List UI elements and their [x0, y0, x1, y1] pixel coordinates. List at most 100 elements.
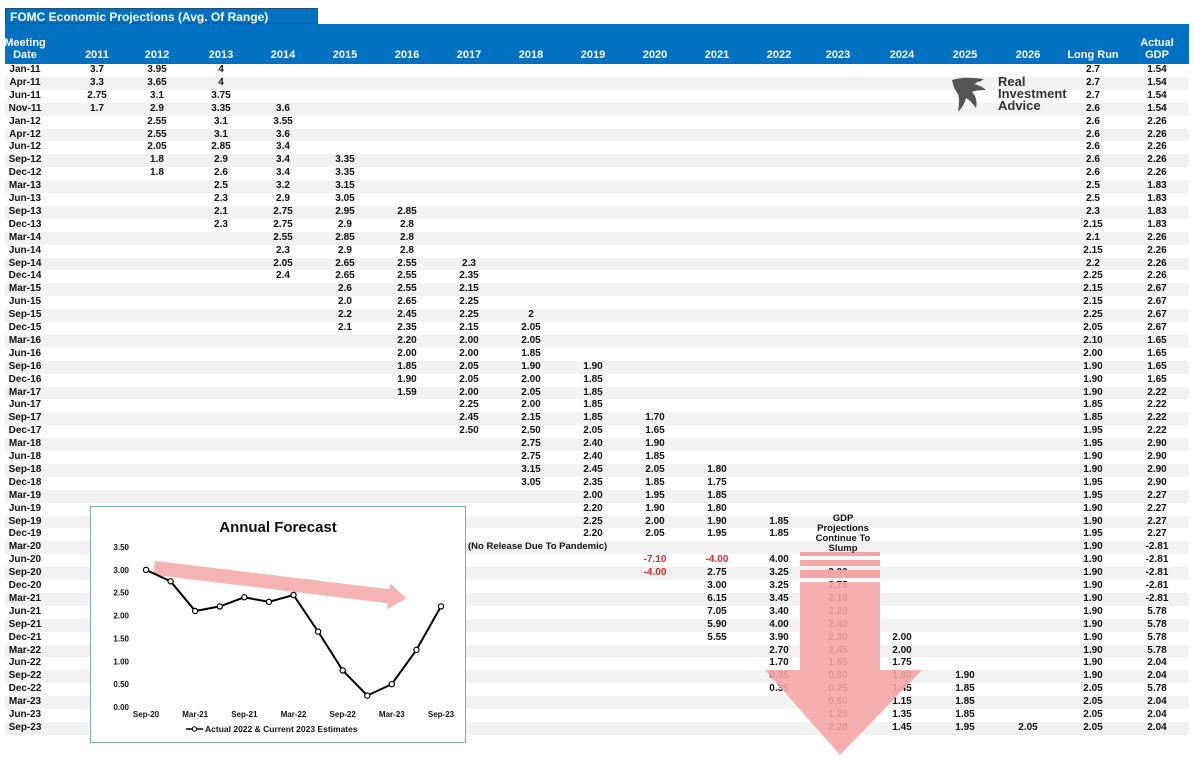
value-cell: 3.35 [211, 102, 231, 114]
x-tick-label: Mar-23 [379, 710, 405, 719]
value-cell: 2 [528, 309, 534, 321]
value-cell: 1.65 [1147, 360, 1167, 372]
value-cell: 2.00 [645, 515, 665, 527]
value-cell: 2.00 [583, 489, 603, 501]
value-cell: 1.85 [955, 683, 975, 695]
meeting-date-cell: Dec-15 [8, 322, 42, 333]
data-point [142, 566, 150, 574]
value-cell: 3.4 [276, 154, 290, 166]
value-cell: 2.9 [214, 154, 228, 166]
value-cell: 4 [218, 64, 224, 75]
data-point [437, 603, 445, 610]
table-row: Jun-16 2.00 2.00 1.85 2.00 1.65 [5, 348, 1189, 361]
value-cell: 2.15 [1083, 244, 1103, 256]
value-cell: 2.05 [521, 322, 541, 333]
value-cell: 3.6 [276, 128, 290, 140]
table-row: Sep-16 1.85 2.05 1.90 1.90 1.90 1.65 [5, 360, 1189, 374]
value-cell: 2.05 [1083, 721, 1103, 733]
value-cell: 1.95 [1083, 528, 1103, 540]
meeting-date-cell: Sep-14 [8, 257, 42, 269]
value-cell: 1.95 [707, 528, 727, 540]
value-cell: 2.75 [273, 218, 293, 230]
table-row: Sep-18 3.15 2.45 2.05 1.80 1.90 2.90 [5, 463, 1189, 477]
value-cell: 2.90 [1147, 438, 1167, 450]
value-cell: 1.85 [397, 360, 417, 372]
value-cell: 2.22 [1147, 386, 1167, 398]
brand-line: Real [998, 74, 1026, 89]
value-cell: 2.3 [462, 257, 476, 269]
value-cell: 2.05 [521, 334, 541, 346]
column-header: Actual GDP [1127, 37, 1187, 61]
meeting-date-cell: Apr-11 [9, 76, 41, 88]
value-cell: 1.90 [1083, 618, 1103, 630]
value-cell: 2.05 [583, 425, 603, 437]
value-cell: 2.05 [459, 360, 479, 372]
data-point [413, 646, 420, 654]
value-cell: 2.22 [1147, 412, 1167, 424]
value-cell: 3.90 [769, 631, 789, 643]
value-cell: 2.85 [335, 231, 355, 243]
table-row: Mar-13 2.5 3.2 3.15 2.5 1.83 [5, 180, 1189, 193]
value-cell: 1.65 [1147, 347, 1167, 359]
value-cell: 2.26 [1147, 167, 1167, 179]
value-cell: 3.25 [769, 567, 789, 579]
value-cell: 5.55 [707, 631, 727, 643]
value-cell: 1.90 [1083, 580, 1103, 591]
value-cell: 2.05 [645, 528, 665, 540]
table-row: Jun-19 2.20 1.90 1.80 1.90 2.27 [5, 503, 1189, 516]
value-cell: 2.04 [1147, 696, 1167, 708]
x-tick-label: Sep-22 [330, 710, 357, 719]
value-cell: 3.35 [335, 167, 355, 179]
header-line: Date [13, 49, 37, 61]
table-row: Dec-14 2.4 2.65 2.55 2.35 2.25 2.26 [5, 270, 1189, 283]
x-tick-label: Sep-20 [133, 710, 160, 719]
meeting-date-cell: Mar-23 [8, 696, 42, 708]
value-cell: 1.83 [1147, 180, 1167, 192]
value-cell: 2.65 [397, 296, 417, 308]
legend-marker [191, 726, 198, 732]
note-line: Projections [817, 523, 869, 534]
value-cell: 2.00 [397, 347, 417, 359]
column-header: 2015 [332, 49, 358, 61]
value-cell: 1.95 [1083, 489, 1103, 501]
value-cell: 2.67 [1147, 296, 1167, 308]
y-tick-label: 1.50 [113, 634, 129, 643]
value-cell: 2.95 [335, 205, 355, 217]
table-row: Mar-18 2.75 2.40 1.90 1.95 2.90 [5, 438, 1189, 451]
meeting-date-cell: Dec-18 [8, 476, 42, 488]
meeting-date-cell: Mar-22 [8, 644, 42, 656]
value-cell: 1.90 [397, 373, 417, 385]
value-cell: 2.1 [338, 322, 352, 333]
value-cell: 3.15 [521, 463, 541, 475]
value-cell: 2.67 [1147, 309, 1167, 321]
value-cell: 3.1 [214, 128, 228, 140]
value-cell: 1.54 [1147, 64, 1167, 75]
value-cell: 3.45 [769, 592, 789, 604]
value-cell: 1.90 [1083, 567, 1103, 579]
value-cell: 2.3 [214, 193, 228, 204]
value-cell: 1.8 [150, 167, 164, 179]
value-cell: -2.81 [1145, 554, 1169, 566]
annual-forecast-chart: Annual Forecast 0.00 0.50 1.00 1.50 2.00 2.50… [90, 506, 466, 743]
column-header: 2014 [270, 49, 296, 61]
meeting-date-cell: Sep-13 [8, 205, 42, 217]
value-cell: 2.45 [397, 309, 417, 321]
data-point [388, 680, 396, 688]
value-cell: 2.04 [1147, 657, 1167, 669]
value-cell: -2.81 [1145, 592, 1169, 604]
meeting-date-cell: Jun-14 [8, 244, 42, 256]
value-cell: 2.6 [1086, 141, 1100, 153]
y-tick-label: 2.00 [113, 612, 129, 621]
value-cell: 3.40 [769, 605, 789, 617]
value-cell: 1.75 [892, 657, 912, 669]
meeting-date-cell: Mar-13 [8, 180, 42, 192]
value-cell: 2.6 [1086, 128, 1100, 140]
value-cell: 2.27 [1147, 528, 1167, 540]
meeting-date-cell: Jun-15 [8, 296, 42, 308]
meeting-date-cell: Jun-23 [8, 709, 42, 720]
value-cell: 1.90 [1083, 502, 1103, 514]
value-cell: 1.90 [1083, 360, 1103, 372]
value-cell: 2.40 [583, 438, 603, 450]
table-row: Jun-15 2.0 2.65 2.25 2.15 2.67 [5, 296, 1189, 309]
header-line: Meeting [4, 37, 46, 49]
